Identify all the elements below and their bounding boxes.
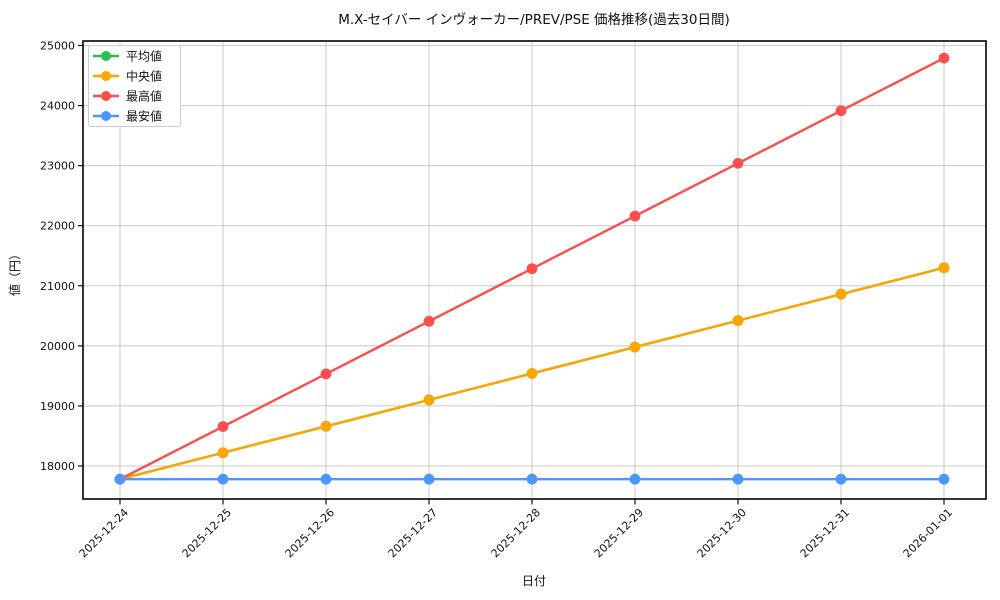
- gridlines: [83, 41, 986, 499]
- legend-label-max: 最高値: [126, 89, 162, 104]
- x-tick-label: 2026-01-01: [901, 506, 955, 560]
- series-median: [114, 262, 950, 485]
- legend-marker-min: [101, 111, 111, 121]
- y-tick-label: 18000: [40, 460, 75, 473]
- x-tick-label: 2025-12-24: [77, 506, 131, 560]
- series-min: [114, 473, 950, 485]
- y-tick-label: 21000: [40, 280, 75, 293]
- data-point-max-2025-12-27: [423, 315, 435, 327]
- data-point-min-2025-12-26: [320, 473, 332, 485]
- data-point-max-2025-12-29: [629, 210, 641, 222]
- data-point-median-2025-12-31: [835, 288, 847, 300]
- x-tick-label: 2025-12-29: [592, 506, 646, 560]
- data-point-median-2025-12-29: [629, 341, 641, 353]
- data-point-min-2025-12-27: [423, 473, 435, 485]
- data-series: [114, 52, 950, 485]
- x-tick-label: 2025-12-30: [695, 506, 749, 560]
- chart-title: M.X-セイバー インヴォーカー/PREV/PSE 価格推移(過去30日間): [338, 11, 730, 28]
- data-point-median-2025-12-28: [526, 368, 538, 379]
- x-axis-label: 日付: [522, 574, 546, 588]
- data-point-min-2025-12-29: [629, 473, 641, 485]
- data-point-min-2025-12-25: [217, 473, 229, 485]
- data-point-median-2025-12-27: [423, 394, 435, 406]
- legend-item-mean: 平均値: [93, 49, 162, 64]
- data-point-min-2025-12-31: [835, 473, 847, 485]
- data-point-min-2025-12-30: [732, 473, 744, 485]
- data-point-max-2025-12-28: [526, 263, 538, 275]
- y-tick-label: 23000: [40, 160, 75, 173]
- x-tick-label: 2025-12-25: [180, 506, 234, 560]
- legend-marker-median: [101, 71, 111, 81]
- data-point-min-2025-12-24: [114, 473, 126, 485]
- y-tick-label: 22000: [40, 220, 75, 233]
- legend-box: [88, 45, 181, 127]
- x-tick-label: 2025-12-28: [489, 506, 543, 560]
- legend-label-median: 中央値: [126, 69, 162, 84]
- data-point-max-2025-12-30: [732, 157, 744, 169]
- x-tick-label: 2025-12-26: [283, 506, 337, 560]
- legend-marker-max: [101, 91, 111, 101]
- x-tick-label: 2025-12-27: [386, 506, 440, 560]
- legend-item-min: 最安値: [93, 109, 162, 124]
- legend-label-min: 最安値: [126, 109, 162, 124]
- data-point-max-2025-12-26: [320, 368, 332, 380]
- y-tick-label: 25000: [40, 40, 75, 53]
- data-point-median-2025-12-26: [320, 420, 332, 432]
- y-tick-label: 20000: [40, 340, 75, 353]
- legend-item-median: 中央値: [93, 69, 162, 84]
- data-point-median-2025-12-25: [217, 447, 229, 459]
- y-tick-label: 24000: [40, 100, 75, 113]
- data-point-max-2025-12-25: [217, 421, 229, 432]
- plot-border: [82, 40, 987, 500]
- data-point-min-2026-01-01: [938, 473, 950, 485]
- x-tick-label: 2025-12-31: [798, 506, 852, 560]
- data-point-median-2026-01-01: [938, 262, 950, 274]
- data-point-max-2025-12-31: [835, 105, 847, 117]
- data-point-min-2025-12-28: [526, 473, 538, 485]
- legend-label-mean: 平均値: [126, 49, 162, 64]
- y-tick-label: 19000: [40, 400, 75, 413]
- data-point-max-2026-01-01: [938, 52, 950, 64]
- data-point-median-2025-12-30: [732, 315, 744, 327]
- legend-item-max: 最高値: [93, 89, 162, 104]
- y-axis-label: 値（円）: [7, 248, 22, 296]
- legend-marker-mean: [101, 51, 111, 61]
